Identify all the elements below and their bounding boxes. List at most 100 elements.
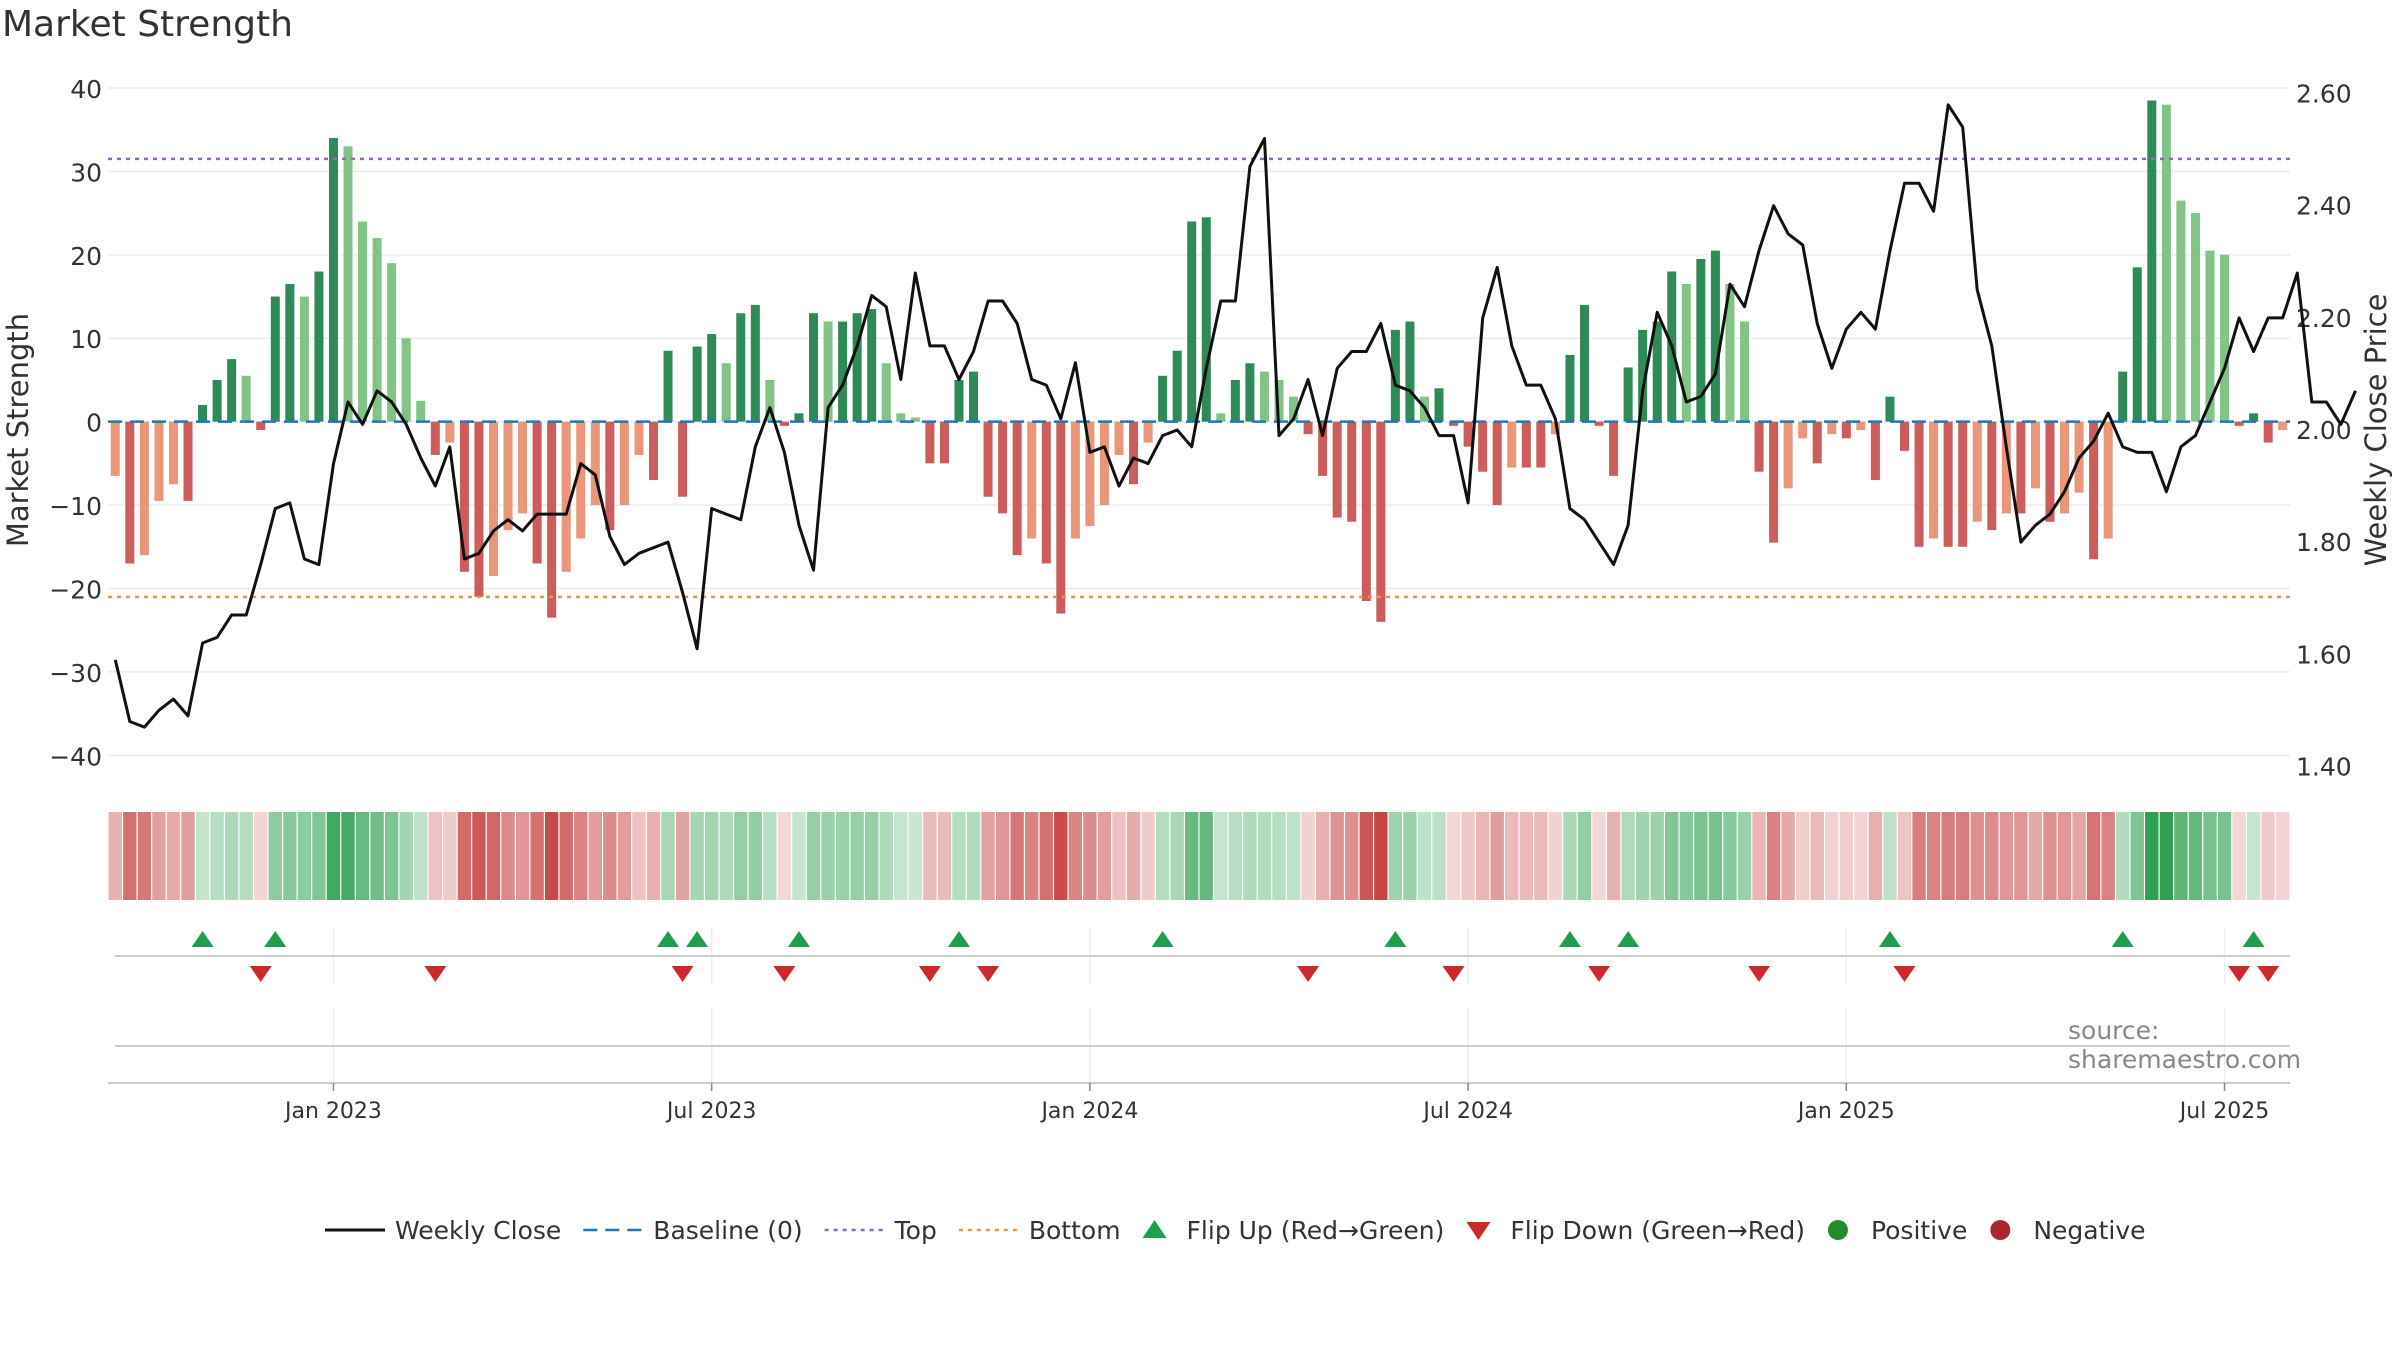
strength-heat-cell [2145, 812, 2159, 900]
chart-title: Market Strength [2, 4, 293, 45]
flip-up-marker [1384, 931, 1407, 947]
legend-item: Negative [1990, 1216, 2146, 1245]
strength-bar [1259, 371, 1269, 422]
strength-heat-cell [734, 812, 748, 900]
flip-up-marker [657, 931, 680, 947]
strength-heat-cell [283, 812, 297, 900]
strength-bar [1187, 221, 1197, 422]
flip-down-marker [2228, 966, 2251, 982]
strength-heat-cell [544, 812, 559, 900]
strength-bar [1070, 421, 1080, 539]
strength-heat-cell [428, 812, 442, 900]
strength-bar [1929, 421, 1939, 539]
strength-heat-cell [1403, 812, 1417, 900]
strength-heat-cell [981, 812, 995, 900]
strength-heat-cell [166, 812, 181, 900]
strength-bar [1289, 396, 1299, 422]
strength-bar [212, 379, 222, 422]
x-tick-label: Jan 2024 [1039, 1099, 1138, 1124]
strength-heat-cell [1199, 812, 1213, 900]
strength-heat-cell [1155, 812, 1170, 900]
strength-bar [1216, 413, 1226, 422]
strength-bar [1900, 421, 1910, 451]
strength-heat-cell [704, 812, 719, 900]
strength-bar [779, 421, 789, 426]
strength-bar [1201, 217, 1211, 422]
strength-heat-cell [443, 812, 457, 900]
strength-bar [2161, 104, 2171, 422]
strength-bar [736, 313, 746, 422]
strength-heat-cell [792, 812, 806, 900]
strength-heat-cell [1926, 812, 1941, 900]
strength-heat-cell [690, 812, 704, 900]
strength-bar [867, 309, 877, 422]
strength-bar [474, 421, 484, 597]
y-right-tick-label: 2.60 [2296, 80, 2352, 109]
strength-bar [1303, 421, 1313, 435]
legend-label: Top [894, 1216, 937, 1245]
strength-heat-cell [923, 812, 937, 900]
strength-bar [1856, 421, 1866, 430]
legend-item: Top [824, 1216, 937, 1245]
strength-bar [2016, 421, 2026, 514]
strength-bar [1143, 421, 1153, 443]
strength-bar [401, 338, 411, 422]
strength-bar [110, 421, 120, 476]
strength-bar [1230, 379, 1240, 422]
strength-bar [183, 421, 193, 501]
strength-bar [2278, 421, 2288, 430]
strength-heat-cell [1025, 812, 1039, 900]
flip-up-marker [1558, 931, 1581, 947]
strength-bar [619, 421, 629, 506]
flip-up-marker [191, 931, 214, 947]
strength-bar [1521, 421, 1531, 468]
legend-label: Positive [1871, 1216, 1967, 1245]
strength-bar [794, 413, 804, 422]
y-left-tick-label: 40 [70, 75, 102, 104]
strength-heat-cell [1505, 812, 1519, 900]
strength-heat-cell [1446, 812, 1461, 900]
strength-bar [430, 421, 440, 456]
y-left-tick-label: 20 [70, 242, 102, 271]
strength-heat-cell [1417, 812, 1432, 900]
flip-up-marker [787, 931, 810, 947]
strength-bar [1027, 421, 1037, 539]
strength-bar [1536, 421, 1546, 468]
strength-bar [1245, 363, 1255, 422]
strength-heat-cell [2217, 812, 2232, 900]
strength-bar [2190, 213, 2200, 422]
y-left-tick-label: −20 [49, 575, 102, 604]
strength-bar [314, 271, 324, 422]
y-right-tick-label: 2.20 [2296, 304, 2352, 333]
strength-heat-cell [1126, 812, 1141, 900]
strength-heat-cell [1257, 812, 1272, 900]
strength-heat-cell [1723, 812, 1737, 900]
strength-bar [1012, 421, 1022, 556]
strength-heat-cell [1097, 812, 1112, 900]
y-left-tick-label: −40 [49, 742, 102, 771]
strength-heat-cell [2130, 812, 2144, 900]
strength-heat-cell [719, 812, 733, 900]
strength-bar [1885, 396, 1895, 422]
flip-down-marker [2257, 966, 2280, 982]
flip-down-marker [1588, 966, 1611, 982]
strength-heat-cell [1650, 812, 1664, 900]
strength-bar [416, 400, 426, 422]
strength-heat-cell [763, 812, 777, 900]
strength-heat-cell [1490, 812, 1504, 900]
strength-bar [1434, 388, 1444, 422]
strength-heat-cell [1039, 812, 1053, 900]
strength-bar [1710, 250, 1720, 422]
y-left-tick-label: 0 [86, 409, 102, 438]
strength-heat-cell [2028, 812, 2043, 900]
strength-heat-cell [1621, 812, 1635, 900]
strength-bar [1318, 421, 1328, 476]
strength-bar [1390, 329, 1400, 422]
strength-heat-cell [835, 812, 850, 900]
strength-heat-cell [399, 812, 413, 900]
strength-heat-cell [2116, 812, 2130, 900]
strength-bar [1129, 421, 1139, 485]
strength-bar [299, 296, 309, 422]
flip-down-marker [1748, 966, 1771, 982]
strength-heat-cell [2086, 812, 2101, 900]
